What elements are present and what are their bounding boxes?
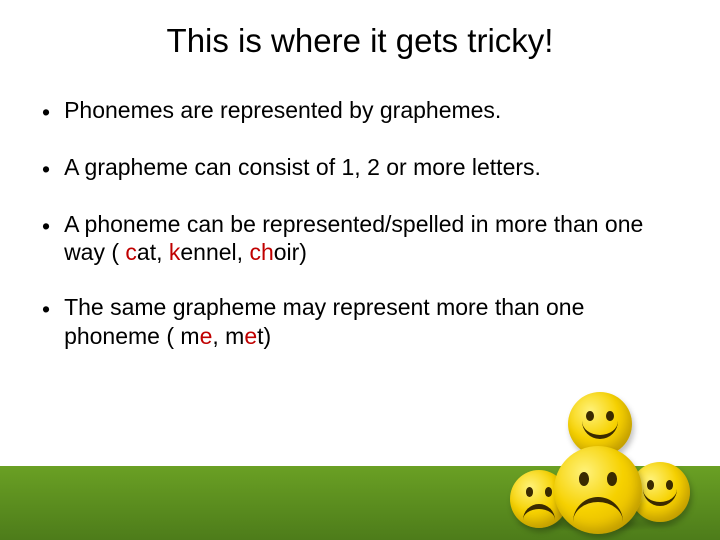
- highlight-letter: c: [125, 239, 137, 265]
- highlight-letter: e: [244, 323, 257, 349]
- highlight-letter: k: [169, 239, 181, 265]
- text-run: oir): [274, 239, 307, 265]
- text-run: , m: [212, 323, 244, 349]
- bullet-dot-icon: •: [42, 212, 50, 241]
- bullet-text: A grapheme can consist of 1, 2 or more l…: [64, 153, 541, 182]
- slide-title: This is where it gets tricky!: [0, 0, 720, 68]
- sad-face-icon: [554, 446, 642, 534]
- bullet-text: The same grapheme may represent more tha…: [64, 293, 678, 351]
- highlight-letter: ch: [249, 239, 273, 265]
- slide-body: • Phonemes are represented by graphemes.…: [0, 68, 720, 351]
- bullet-item: • The same grapheme may represent more t…: [42, 293, 678, 351]
- highlight-letter: e: [200, 323, 213, 349]
- text-run: t): [257, 323, 271, 349]
- bullet-text: A phoneme can be represented/spelled in …: [64, 210, 678, 268]
- bullet-item: • A phoneme can be represented/spelled i…: [42, 210, 678, 268]
- smiley-faces-graphic: [502, 384, 692, 534]
- bullet-dot-icon: •: [42, 98, 50, 127]
- text-run: ennel,: [180, 239, 249, 265]
- text-run: at,: [137, 239, 169, 265]
- bullet-item: • A grapheme can consist of 1, 2 or more…: [42, 153, 678, 184]
- text-run: The same grapheme may represent more tha…: [64, 294, 584, 349]
- bullet-dot-icon: •: [42, 295, 50, 324]
- bullet-item: • Phonemes are represented by graphemes.: [42, 96, 678, 127]
- bullet-text: Phonemes are represented by graphemes.: [64, 96, 501, 125]
- bullet-dot-icon: •: [42, 155, 50, 184]
